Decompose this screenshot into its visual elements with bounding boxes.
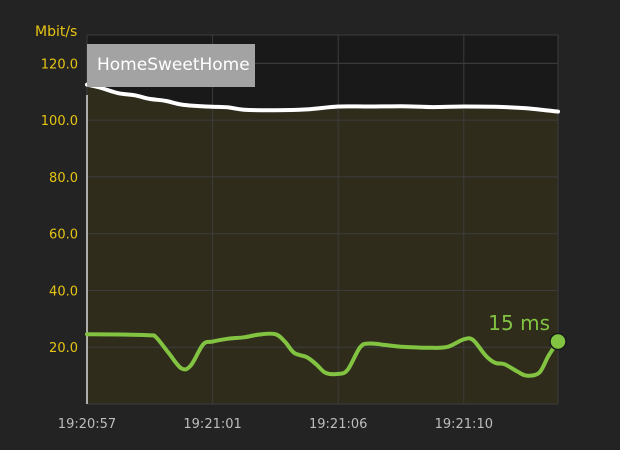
x-tick-label: 19:21:10 <box>435 417 493 432</box>
ping-end-marker <box>549 332 567 351</box>
y-tick-label: 80.0 <box>49 171 78 186</box>
network-name-badge: HomeSweetHome <box>87 44 255 87</box>
y-tick-label: 60.0 <box>49 228 78 243</box>
y-axis-unit-label: Mbit/s <box>35 24 78 40</box>
x-tick-label: 19:21:01 <box>183 417 241 432</box>
y-tick-label: 120.0 <box>41 57 78 72</box>
throughput-line <box>85 82 560 114</box>
x-tick-label: 19:20:57 <box>58 417 116 432</box>
y-tick-label: 100.0 <box>41 114 78 129</box>
ping-annotation: 15 ms <box>488 311 550 335</box>
y-tick-label: 40.0 <box>49 284 78 299</box>
x-tick-label: 19:21:06 <box>309 417 367 432</box>
y-tick-label: 20.0 <box>49 341 78 356</box>
throughput-area <box>87 84 558 404</box>
ping-line <box>85 331 560 378</box>
